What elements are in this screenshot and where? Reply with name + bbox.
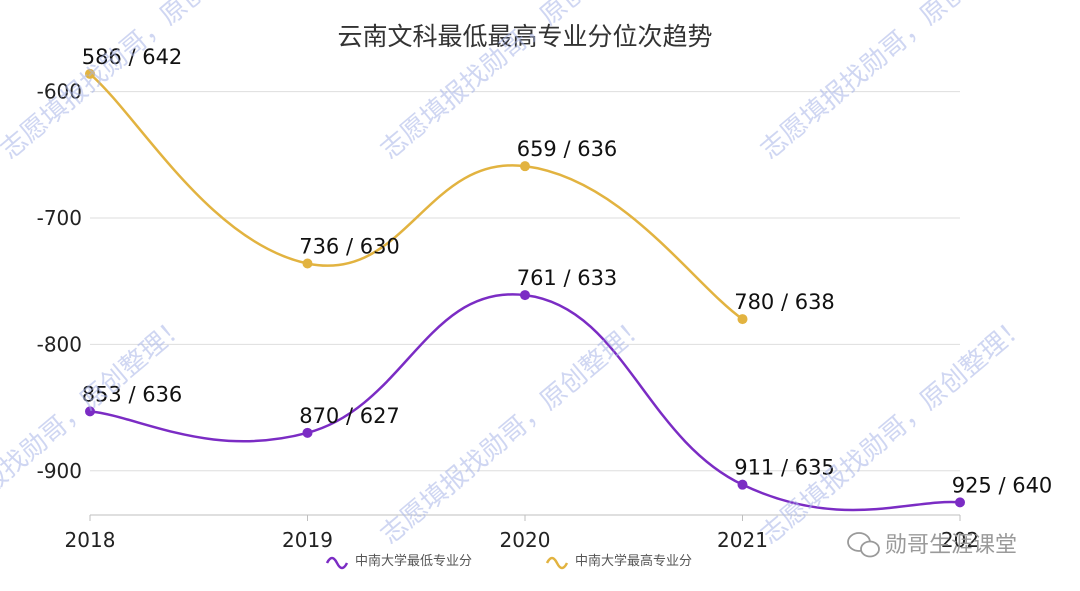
brand-name: 勋哥生涯课堂 <box>885 533 1017 558</box>
data-label: 853 / 636 <box>82 382 183 406</box>
series-line-1 <box>89 72 744 321</box>
data-labels: 853 / 636 870 / 627 761 / 633 911 / 635 925 … <box>82 45 1053 497</box>
watermark-text: 志愿填报找勋哥，原创整理！ <box>755 310 1033 550</box>
data-label: 911 / 635 <box>734 456 835 480</box>
x-tick-label: 2019 <box>282 528 333 552</box>
x-tick-label: 2018 <box>65 528 116 552</box>
series-lines <box>85 68 965 512</box>
y-tick-label: -700 <box>37 206 82 230</box>
axes: -600 -700 -800 -900 2018 2019 2020 2021 202 <box>37 80 979 552</box>
legend-label[interactable]: 中南大学最高专业分 <box>575 553 692 569</box>
data-label: 586 / 642 <box>82 45 183 69</box>
y-tick-label: -900 <box>37 459 82 483</box>
x-tick-label: 2020 <box>500 528 551 552</box>
legend-swatch <box>325 556 349 570</box>
data-label: 870 / 627 <box>299 404 400 428</box>
chart-title: 云南文科最低最高专业分位次趋势 <box>337 22 712 51</box>
data-point[interactable] <box>302 258 313 269</box>
data-label: 761 / 633 <box>517 266 618 290</box>
data-point[interactable] <box>520 290 530 301</box>
watermark-text: 志愿填报找勋哥，原创整理！ <box>375 310 653 550</box>
data-label: 659 / 636 <box>517 137 618 161</box>
data-point[interactable] <box>955 497 965 508</box>
grid-lines <box>90 91 960 472</box>
x-tick-label: 202 <box>941 528 979 552</box>
legend[interactable]: 中南大学最低专业分 中南大学最高专业分 <box>325 553 692 570</box>
data-point[interactable] <box>737 314 748 325</box>
data-point[interactable] <box>520 161 530 172</box>
x-tick-label: 2021 <box>717 528 768 552</box>
data-point[interactable] <box>85 406 95 417</box>
y-tick-label: -600 <box>37 80 82 104</box>
data-point[interactable] <box>737 479 748 490</box>
legend-label[interactable]: 中南大学最低专业分 <box>355 553 472 569</box>
data-label: 780 / 638 <box>734 290 835 314</box>
brand-logo: 勋哥生涯课堂 <box>847 532 1017 558</box>
data-label: 736 / 630 <box>299 234 400 258</box>
y-tick-label: -800 <box>37 332 82 356</box>
watermark-text: 志愿填报找勋哥，原创整理！ <box>755 0 1033 165</box>
data-label: 925 / 640 <box>952 473 1053 497</box>
legend-swatch <box>545 556 569 570</box>
data-point[interactable] <box>302 427 313 438</box>
wechat-icon-bubble <box>860 540 880 558</box>
data-point[interactable] <box>85 68 95 79</box>
